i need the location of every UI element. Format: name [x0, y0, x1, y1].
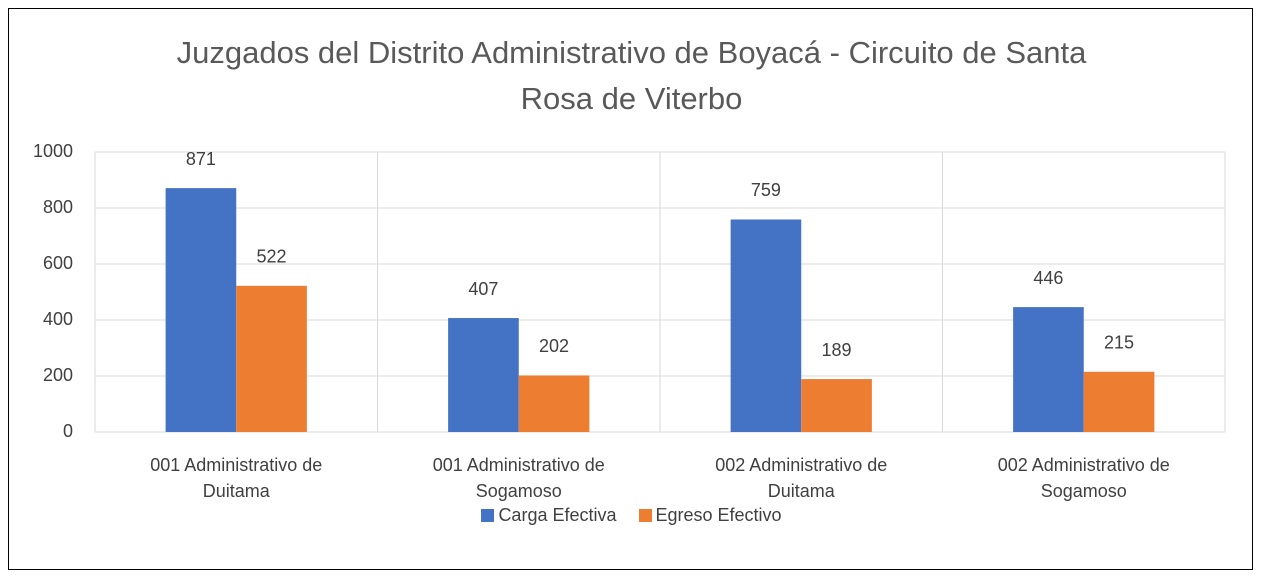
data-label: 446: [1033, 268, 1063, 288]
legend-item: Egreso Efectivo: [638, 505, 782, 526]
bar: [165, 188, 237, 432]
y-tick-label: 0: [63, 421, 73, 441]
data-label: 871: [186, 149, 216, 169]
legend-item: Carga Efectiva: [481, 505, 617, 526]
x-tick-label: 002 Administrativo de Sogamoso: [997, 455, 1170, 501]
chart-border: [8, 8, 1253, 570]
bar: [801, 379, 872, 432]
x-tick-label: 002 Administrativo de Duitama: [715, 455, 888, 501]
y-tick-label: 400: [43, 309, 73, 329]
x-tick-label: 001 Administrativo de Sogamoso: [432, 455, 605, 501]
bar: [448, 318, 519, 432]
legend-swatch: [638, 509, 652, 522]
y-tick-label: 600: [43, 253, 73, 273]
data-label: 215: [1104, 333, 1134, 353]
data-label: 202: [539, 336, 569, 356]
x-tick-label: 001 Administrativo de Duitama: [150, 455, 323, 501]
y-tick-label: 800: [43, 197, 73, 217]
data-label: 407: [468, 279, 498, 299]
chart-title: Juzgados del Distrito Administrativo de …: [176, 35, 1087, 116]
bar: [1013, 307, 1084, 432]
y-tick-label: 200: [43, 365, 73, 385]
bar: [236, 285, 307, 432]
bar: [518, 375, 590, 432]
legend-label: Egreso Efectivo: [655, 505, 782, 525]
data-label: 189: [822, 340, 852, 360]
legend-label: Carga Efectiva: [498, 505, 617, 525]
data-label: 522: [257, 247, 287, 267]
y-tick-label: 1000: [33, 141, 73, 161]
bar: [1083, 371, 1155, 432]
bar: [730, 219, 802, 432]
legend: Carga Efectiva Egreso Efectivo: [0, 505, 1263, 526]
data-label: 759: [751, 180, 781, 200]
legend-swatch: [481, 509, 495, 522]
